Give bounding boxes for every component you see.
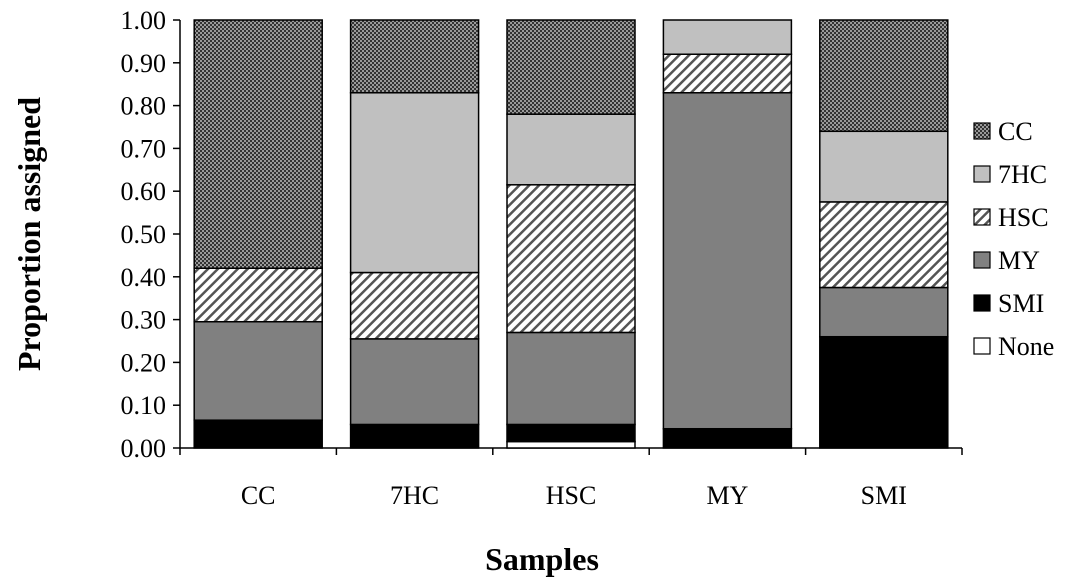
bar-segment-hsc-hsc — [506, 184, 636, 334]
y-tick-label: 0.30 — [121, 306, 167, 335]
legend-label-7hc: 7HC — [998, 160, 1047, 189]
x-tick-label: HSC — [546, 481, 597, 510]
legend-swatch-cc — [973, 122, 991, 140]
bar-segment-none-hsc — [506, 440, 636, 449]
bar-segment-cc-cc — [193, 19, 323, 269]
y-tick-label: 0.00 — [121, 434, 167, 463]
bar-segment-hsc-7hc — [349, 271, 480, 340]
y-tick-label: 0.90 — [121, 49, 167, 78]
y-tick-label: 1.00 — [121, 6, 167, 35]
bar-segment-hsc-cc — [193, 267, 323, 323]
bar-segment-cc-smi — [819, 19, 949, 133]
bar-segment-7hc-hsc — [506, 113, 636, 186]
bar-segment-smi-7hc — [349, 423, 480, 449]
y-tick-label: 0.50 — [121, 220, 167, 249]
legend-label-none: None — [998, 332, 1054, 361]
bar-segment-cc-7hc — [349, 19, 480, 94]
y-tick-label: 0.20 — [121, 348, 167, 377]
y-tick-label: 0.60 — [121, 177, 167, 206]
legend-swatch-my — [973, 251, 991, 269]
y-tick-label: 0.80 — [121, 92, 167, 121]
legend-swatch-smi — [973, 294, 991, 312]
x-tick-label: CC — [241, 481, 276, 510]
y-tick-label: 0.40 — [121, 263, 167, 292]
x-tick-label: 7HC — [390, 481, 439, 510]
bar-segment-7hc-my — [662, 19, 793, 55]
legend-swatch-none — [973, 337, 991, 355]
x-tick-label: SMI — [861, 481, 907, 510]
bar-segment-cc-hsc — [506, 19, 636, 115]
y-tick-label: 0.10 — [121, 391, 167, 420]
bar-segment-7hc-7hc — [349, 92, 480, 274]
bar-segment-hsc-smi — [819, 201, 949, 289]
y-axis-title: Proportion assigned — [11, 97, 47, 371]
bar-segment-smi-smi — [819, 335, 949, 449]
bar-segment-my-hsc — [506, 331, 636, 426]
x-axis: CC 7HC HSC MY SMI — [179, 447, 963, 510]
legend-label-my: MY — [998, 246, 1040, 275]
legend-label-cc: CC — [998, 117, 1033, 146]
bars — [193, 19, 949, 449]
bar-segment-my-my — [662, 92, 793, 430]
bar-segment-my-smi — [819, 286, 949, 338]
legend-label-smi: SMI — [998, 289, 1044, 318]
y-tick-label: 0.70 — [121, 134, 167, 163]
x-axis-title: Samples — [485, 541, 599, 577]
legend: CC 7HC HSC MY SMI None — [973, 117, 1054, 361]
legend-label-hsc: HSC — [998, 203, 1049, 232]
y-axis: 0.00 0.10 0.20 0.30 0.40 0.50 0.60 0.70 0.80 0.90… — [121, 6, 181, 463]
bar-segment-hsc-my — [662, 53, 793, 94]
bar-segment-my-7hc — [349, 338, 480, 426]
bar-segment-my-cc — [193, 320, 323, 421]
legend-swatch-hsc — [973, 208, 991, 226]
bar-segment-7hc-smi — [819, 130, 949, 203]
bar-segment-smi-hsc — [506, 423, 636, 443]
bar-segment-smi-my — [662, 427, 793, 449]
x-tick-label: MY — [706, 481, 748, 510]
bar-segment-smi-cc — [193, 419, 323, 449]
legend-swatch-7hc — [973, 165, 991, 183]
